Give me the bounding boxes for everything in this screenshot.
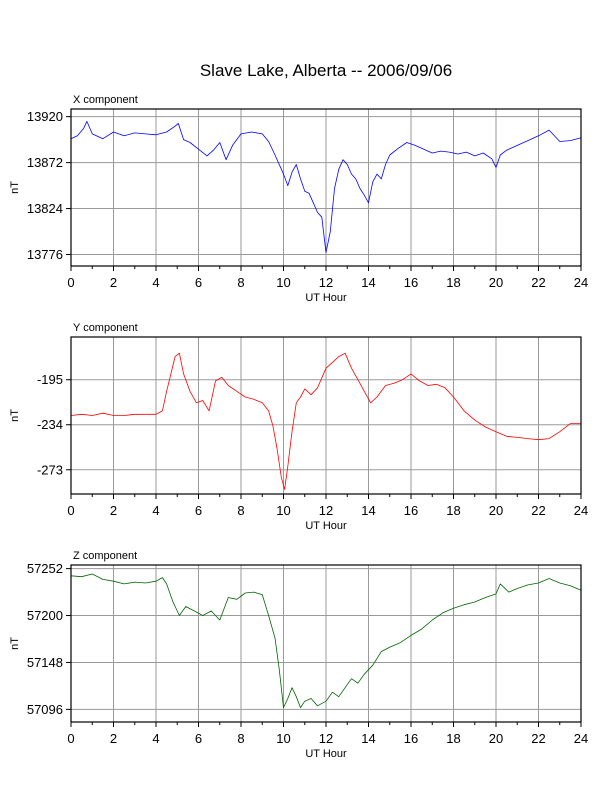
x-component-y-axis-label: nT: [9, 181, 21, 194]
y-component-series-line: [70, 352, 581, 490]
z-component-y-axis-label: nT: [9, 637, 21, 650]
x-tick-label: 16: [404, 503, 418, 518]
x-tick-label: 20: [489, 275, 503, 290]
x-tick-label: 14: [361, 275, 375, 290]
x-tick-label: 4: [152, 275, 159, 290]
x-tick-label: 0: [67, 503, 74, 518]
x-tick-label: 4: [152, 731, 159, 746]
y-tick-label: -234: [37, 417, 63, 432]
x-tick-label: 8: [237, 731, 244, 746]
x-tick-label: 6: [195, 275, 202, 290]
x-tick-label: 0: [67, 731, 74, 746]
x-tick-label: 6: [195, 503, 202, 518]
y-tick-label: 57200: [27, 608, 63, 623]
figure-title: Slave Lake, Alberta -- 2006/09/06: [200, 61, 452, 80]
y-tick-label: 13776: [27, 247, 63, 262]
x-tick-label: 18: [446, 503, 460, 518]
x-tick-label: 8: [237, 503, 244, 518]
x-component-series-line: [70, 121, 582, 253]
x-tick-label: 24: [574, 275, 588, 290]
z-component-title: Z component: [73, 550, 137, 562]
x-tick-label: 24: [574, 503, 588, 518]
x-tick-label: 4: [152, 503, 159, 518]
y-tick-label: 57252: [27, 561, 63, 576]
x-tick-label: 6: [195, 731, 202, 746]
y-tick-label: 13872: [27, 155, 63, 170]
y-tick-label: -195: [37, 372, 63, 387]
x-tick-label: 10: [276, 503, 290, 518]
x-tick-label: 24: [574, 731, 588, 746]
x-tick-label: 18: [446, 731, 460, 746]
x-tick-label: 2: [110, 731, 117, 746]
x-tick-label: 12: [319, 503, 333, 518]
y-tick-label: -273: [37, 462, 63, 477]
x-tick-label: 0: [67, 275, 74, 290]
x-tick-label: 12: [319, 275, 333, 290]
x-tick-label: 14: [361, 503, 375, 518]
x-tick-label: 16: [404, 275, 418, 290]
y-component-plot-frame: [70, 336, 582, 495]
x-tick-label: 2: [110, 503, 117, 518]
y-component-x-axis-label: UT Hour: [305, 520, 347, 532]
x-tick-label: 20: [489, 731, 503, 746]
y-component-title: Y component: [73, 322, 138, 334]
x-tick-label: 22: [531, 731, 545, 746]
y-tick-label: 57148: [27, 655, 63, 670]
x-tick-label: 10: [276, 275, 290, 290]
x-tick-label: 14: [361, 731, 375, 746]
x-tick-label: 16: [404, 731, 418, 746]
x-tick-label: 22: [531, 275, 545, 290]
y-component-y-axis-label: nT: [9, 409, 21, 422]
y-tick-label: 57096: [27, 702, 63, 717]
y-tick-label: 13824: [27, 201, 63, 216]
x-tick-label: 12: [319, 731, 333, 746]
x-component-title: X component: [73, 94, 138, 106]
y-tick-label: 13920: [27, 109, 63, 124]
x-tick-label: 8: [237, 275, 244, 290]
x-tick-label: 18: [446, 275, 460, 290]
z-component-plot-frame: [70, 564, 582, 723]
x-component-x-axis-label: UT Hour: [305, 292, 347, 304]
x-tick-label: 10: [276, 731, 290, 746]
x-tick-label: 2: [110, 275, 117, 290]
z-component-x-axis-label: UT Hour: [305, 748, 347, 760]
z-component-series-line: [70, 573, 582, 708]
x-tick-label: 22: [531, 503, 545, 518]
x-component-plot-frame: [70, 108, 582, 267]
x-tick-label: 20: [489, 503, 503, 518]
